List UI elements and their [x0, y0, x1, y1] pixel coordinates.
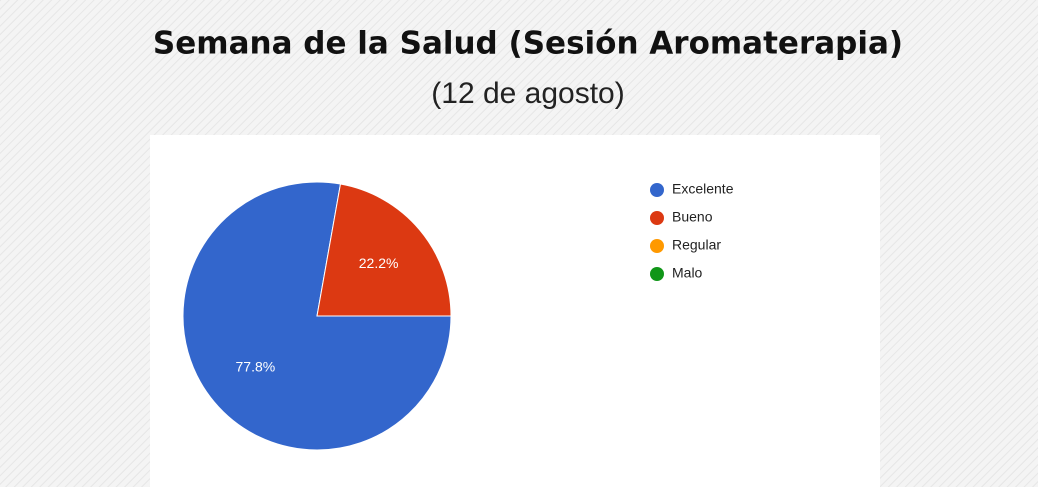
chart-subtitle: (12 de agosto)	[431, 77, 624, 110]
chart-title: Semana de la Salud (Sesión Aromaterapia)	[153, 26, 903, 62]
slice-label: 77.8%	[236, 358, 276, 374]
legend-swatch	[650, 183, 664, 197]
pie-slice	[316, 183, 452, 317]
legend-swatch	[650, 211, 664, 225]
legend-label: Excelente	[672, 181, 734, 197]
legend-label: Regular	[672, 237, 721, 253]
slice-label: 22.2%	[359, 255, 399, 271]
legend-swatch	[650, 267, 664, 281]
legend-swatch	[650, 239, 664, 253]
legend-label: Malo	[672, 265, 703, 281]
legend-label: Bueno	[672, 209, 713, 225]
